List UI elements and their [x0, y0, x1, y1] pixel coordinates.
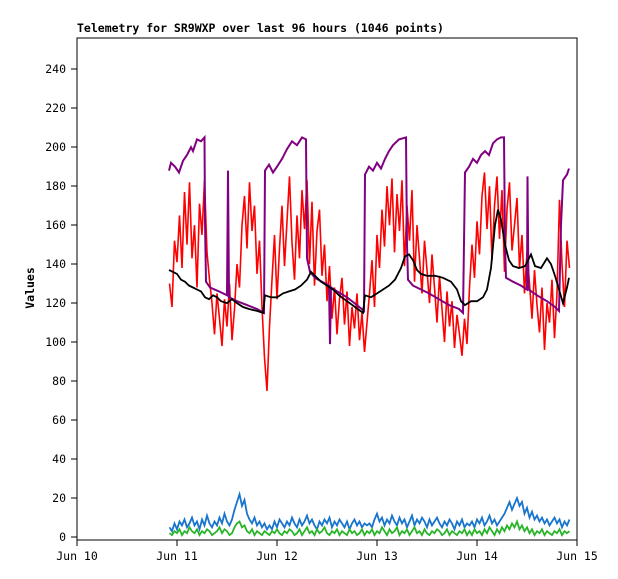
series-black-line — [168, 209, 570, 315]
y-tick-label: 20 — [52, 491, 66, 505]
series-purple-line — [168, 134, 570, 345]
series-red-line — [168, 172, 571, 391]
y-tick-label: 80 — [52, 374, 66, 388]
y-tick-label: 100 — [45, 335, 66, 349]
y-tick-label: 240 — [45, 62, 66, 76]
y-tick-label: 200 — [45, 140, 66, 154]
x-tick-label: Jun 13 — [356, 549, 398, 563]
chart-title: Telemetry for SR9WXP over last 96 hours … — [77, 21, 444, 35]
y-tick-label: 60 — [52, 413, 66, 427]
y-tick-label: 160 — [45, 218, 66, 232]
x-tick-label: Jun 11 — [156, 549, 198, 563]
y-tick-label: 120 — [45, 296, 66, 310]
y-tick-label: 140 — [45, 257, 66, 271]
x-tick-label: Jun 14 — [456, 549, 498, 563]
y-tick-label: 180 — [45, 179, 66, 193]
series-green-line — [168, 518, 571, 538]
x-tick-label: Jun 15 — [556, 549, 598, 563]
x-tick-label: Jun 12 — [256, 549, 298, 563]
series-blue-line — [168, 490, 571, 534]
x-tick-label: Jun 10 — [56, 549, 98, 563]
y-tick-label: 220 — [45, 101, 66, 115]
plot-border — [76, 37, 578, 541]
y-tick-label: 40 — [52, 452, 66, 466]
y-tick-label: 0 — [59, 530, 66, 544]
